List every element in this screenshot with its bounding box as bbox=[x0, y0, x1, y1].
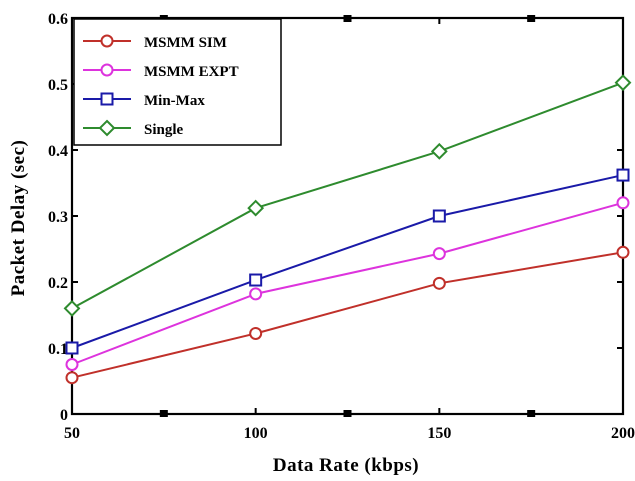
data-point bbox=[100, 34, 114, 48]
x-axis-title: Data Rate (kbps) bbox=[273, 455, 419, 476]
data-point bbox=[65, 371, 79, 385]
data-point bbox=[98, 119, 116, 137]
y-tick-label: 0.6 bbox=[48, 11, 68, 28]
data-point bbox=[65, 341, 79, 355]
x-tick-label: 150 bbox=[427, 425, 451, 442]
data-point bbox=[65, 358, 79, 371]
series-line bbox=[71, 201, 624, 366]
y-tick-label: 0.2 bbox=[48, 275, 68, 292]
y-tick-label: 0.3 bbox=[48, 209, 68, 226]
data-point bbox=[616, 168, 630, 182]
series-line bbox=[71, 81, 624, 310]
y-tick-label: 0.5 bbox=[48, 77, 68, 94]
y-tick-label: 0.4 bbox=[48, 143, 68, 160]
x-minor-tick bbox=[159, 410, 168, 417]
x-minor-tick bbox=[343, 15, 352, 22]
x-minor-tick bbox=[527, 15, 536, 22]
x-tick-label: 50 bbox=[64, 425, 80, 442]
data-point bbox=[616, 196, 630, 210]
legend-label: Min-Max bbox=[144, 93, 205, 109]
data-point bbox=[614, 74, 632, 92]
data-point bbox=[432, 247, 446, 261]
x-minor-tick bbox=[343, 410, 352, 417]
data-point bbox=[249, 273, 263, 287]
data-point bbox=[63, 299, 81, 317]
data-point bbox=[432, 276, 446, 290]
x-minor-tick bbox=[527, 410, 536, 417]
legend-label: Single bbox=[144, 122, 184, 138]
y-tick-label: 0 bbox=[60, 407, 68, 424]
data-point bbox=[430, 142, 448, 160]
y-axis-title: Packet Delay (sec) bbox=[8, 140, 29, 297]
data-point bbox=[616, 245, 630, 259]
legend-label: MSMM EXPT bbox=[144, 64, 239, 80]
data-point bbox=[100, 92, 114, 106]
y-tick-label: 0.1 bbox=[48, 341, 68, 358]
series-line bbox=[71, 251, 624, 379]
x-tick-label: 200 bbox=[611, 425, 635, 442]
data-point bbox=[432, 209, 446, 223]
data-point bbox=[249, 287, 263, 301]
data-point bbox=[249, 326, 263, 340]
series-line bbox=[71, 174, 624, 349]
legend-label: MSMM SIM bbox=[144, 35, 227, 51]
data-point bbox=[247, 199, 265, 217]
data-point bbox=[100, 63, 114, 77]
x-tick-label: 100 bbox=[244, 425, 268, 442]
